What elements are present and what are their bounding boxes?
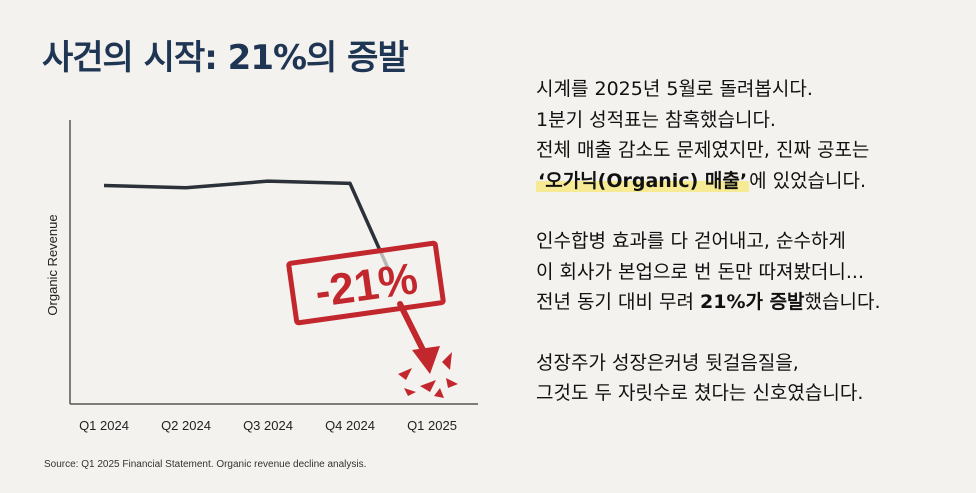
series-line [103, 179, 351, 190]
text-fragment: 했습니다. [804, 291, 881, 313]
source-note: Source: Q1 2025 Financial Statement. Org… [44, 459, 367, 470]
chart: Organic Revenue Q1 2024 Q2 2024 Q3 2024 Q4 … [45, 120, 478, 433]
paragraph-2: 인수합병 효과를 다 걷어내고, 순수하게 이 회사가 본업으로 번 돈만 따져… [536, 226, 966, 318]
stamp-border [286, 240, 446, 326]
text-line: 인수합병 효과를 다 걷어내고, 순수하게 [536, 230, 846, 252]
stamp-box: -21% [286, 240, 446, 326]
x-tick-label: Q3 2024 [243, 418, 293, 433]
drop-arrow-shaft [397, 301, 427, 355]
crash-shard [404, 388, 416, 396]
text-line: 성장주가 성장은커녕 뒷걸음질을, [536, 351, 799, 374]
crash-shard [446, 378, 458, 388]
crash-shard [434, 388, 444, 398]
crash-shard [398, 368, 412, 380]
paragraph-3: 성장주가 성장은커녕 뒷걸음질을, 그것도 두 자릿수로 쳤다는 신호였습니다. [536, 348, 966, 409]
text-line: 시계를 2025년 5월로 돌려봅시다. [536, 78, 813, 100]
bold-emphasis: 21%가 증발 [700, 291, 805, 313]
text-line: 1분기 성적표는 참혹했습니다. [536, 108, 776, 131]
x-tick-labels: Q1 2024 Q2 2024 Q3 2024 Q4 2024 Q1 2025 [79, 418, 457, 433]
text-line: 전체 매출 감소도 문제였지만, 진짜 공포는 [536, 139, 870, 161]
x-tick-label: Q1 2025 [407, 418, 457, 433]
narrative: 시계를 2025년 5월로 돌려봅시다. 1분기 성적표는 참혹했습니다. 전체… [536, 74, 966, 439]
crash-shard [420, 380, 436, 392]
x-tick-label: Q1 2024 [79, 418, 129, 433]
x-tick-label: Q2 2024 [161, 418, 211, 433]
organic-revenue-chart: Organic Revenue Q1 2024 Q2 2024 Q3 2024 Q4 … [45, 120, 478, 433]
decline-stamp: -21% [286, 240, 458, 398]
x-tick-label: Q4 2024 [325, 418, 375, 433]
crash-shard [422, 352, 432, 366]
paragraph-1: 시계를 2025년 5월로 돌려봅시다. 1분기 성적표는 참혹했습니다. 전체… [536, 74, 966, 196]
text-line: ‘오가닉(Organic) 매출’ 에 있었습니다. [536, 166, 966, 197]
crash-shard [442, 352, 452, 370]
text-line: 이 회사가 본업으로 번 돈만 따져봤더니... [536, 260, 864, 283]
highlight-organic-revenue: ‘오가닉(Organic) 매출’ [536, 169, 750, 192]
y-axis-label: Organic Revenue [45, 214, 60, 315]
text-line: 그것도 두 자릿수로 쳤다는 신호였습니다. [536, 382, 864, 404]
page-title: 사건의 시작: 21%의 증발 [42, 38, 409, 78]
text-line: 전년 동기 대비 무려 21%가 증발했습니다. [536, 287, 966, 318]
text-fragment: 에 있었습니다. [749, 169, 867, 192]
text-fragment: 전년 동기 대비 무려 [536, 291, 700, 313]
